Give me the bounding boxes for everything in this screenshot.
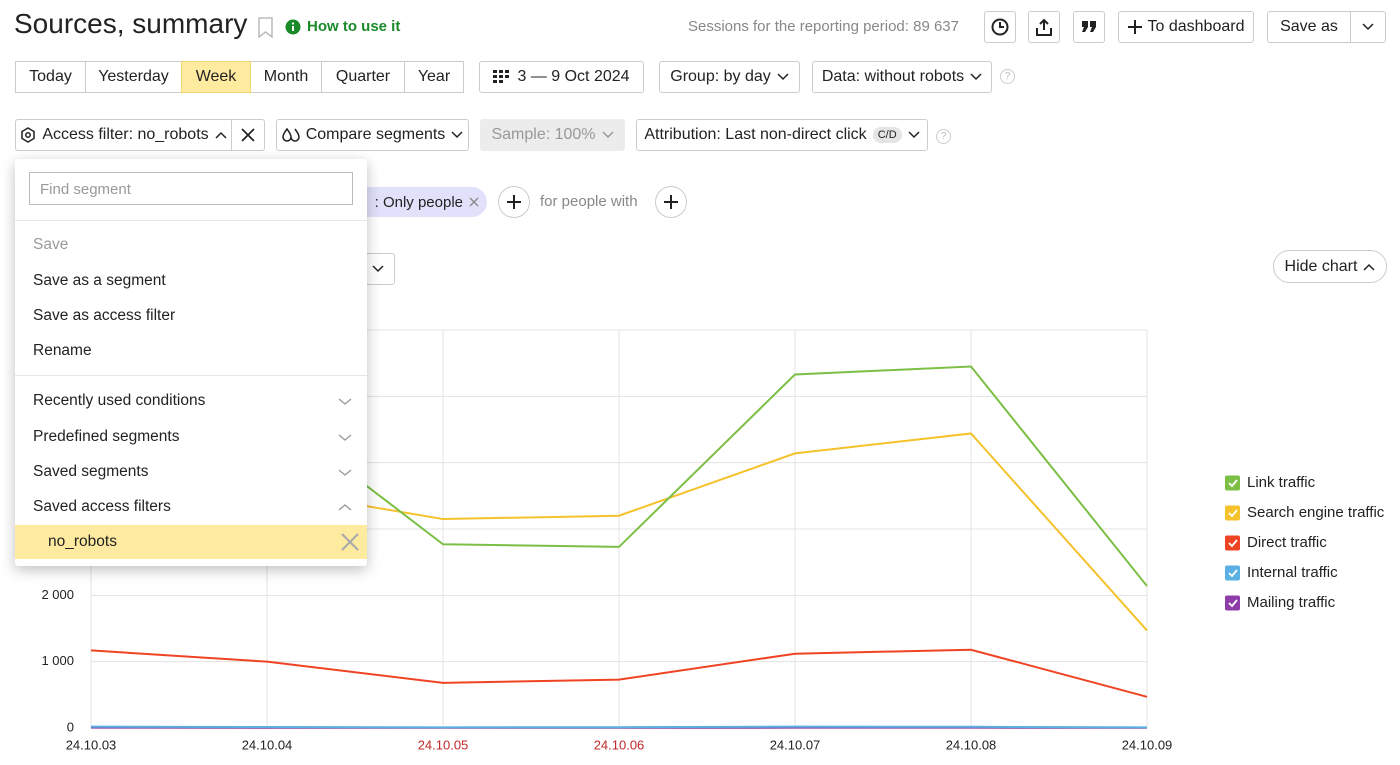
history-button[interactable] xyxy=(984,11,1016,43)
period-button[interactable]: Today xyxy=(15,61,86,93)
button-label: Save as xyxy=(1280,18,1338,35)
legend-swatch xyxy=(1225,475,1240,491)
legend-swatch xyxy=(1225,535,1240,551)
y-tick-label: 0 xyxy=(67,719,74,734)
legend-label: Search engine traffic xyxy=(1247,504,1385,521)
legend-label: Link traffic xyxy=(1247,474,1316,491)
menu-item[interactable]: Save as a segment xyxy=(33,272,166,289)
export-button[interactable] xyxy=(1028,11,1060,43)
add-condition-button[interactable] xyxy=(498,186,530,218)
button-label: To dashboard xyxy=(1147,18,1245,35)
sessions-count: Sessions for the reporting period: 89 63… xyxy=(687,18,959,35)
legend-swatch xyxy=(1225,565,1240,581)
y-tick-label: 2 000 xyxy=(41,587,74,602)
divider xyxy=(15,375,367,376)
compare-segments-button[interactable]: Compare segments xyxy=(276,119,469,151)
data-select[interactable]: Data: without robots xyxy=(812,61,992,93)
select-label: Group: by day xyxy=(670,68,771,85)
legend-check xyxy=(1228,479,1238,488)
date-range: 3 — 9 Oct 2024 xyxy=(517,68,630,85)
clear-filter-button[interactable] xyxy=(231,119,265,151)
chip-label: : Only people xyxy=(374,193,463,211)
menu-group[interactable]: Saved segments xyxy=(33,463,149,480)
period-button[interactable]: Year xyxy=(404,61,464,93)
attribution-select[interactable]: Attribution: Last non-direct click C/D xyxy=(636,119,928,151)
segment-dropdown: Find segment Save Save as a segment Save… xyxy=(15,159,367,566)
y-tick-label: 1 000 xyxy=(41,653,74,668)
sample-select[interactable]: Sample: 100% xyxy=(480,119,625,151)
menu-group[interactable]: Saved access filters xyxy=(33,498,171,515)
series-line xyxy=(90,725,1148,729)
group-select[interactable]: Group: by day xyxy=(659,61,800,93)
x-tick-label: 24.10.08 xyxy=(946,737,997,752)
save-menu-button[interactable] xyxy=(1350,11,1386,43)
menu-item[interactable]: Rename xyxy=(33,342,92,359)
active-item[interactable]: no_robots xyxy=(15,525,367,559)
help-icon[interactable]: ? xyxy=(936,129,951,144)
period-button[interactable]: Yesterday xyxy=(85,61,182,93)
item-label: no_robots xyxy=(48,533,117,550)
period-button[interactable]: Week xyxy=(181,61,251,93)
add-people-button[interactable] xyxy=(655,186,687,218)
search-input[interactable]: Find segment xyxy=(29,172,353,205)
legend-swatch xyxy=(1225,595,1240,611)
section-heading: Save xyxy=(33,236,69,253)
page-title: Sources, summary xyxy=(14,8,248,39)
save-as-button[interactable]: Save as xyxy=(1267,11,1351,43)
people-label: for people with xyxy=(540,193,638,210)
chevrons xyxy=(338,398,352,511)
x-tick-label: 24.10.09 xyxy=(1122,737,1173,752)
help-link[interactable]: How to use it xyxy=(307,18,401,35)
menu-group[interactable]: Predefined segments xyxy=(33,428,180,445)
select-label: Sample: 100% xyxy=(491,126,596,143)
period-button[interactable]: Month xyxy=(250,61,322,93)
dashboard-button[interactable]: To dashboard xyxy=(1118,11,1254,43)
divider xyxy=(15,220,367,221)
period-button[interactable]: Quarter xyxy=(321,61,405,93)
bookmark-icon[interactable] xyxy=(258,17,273,39)
info-icon xyxy=(285,19,301,35)
legend-label: Direct traffic xyxy=(1247,534,1327,551)
help-icon[interactable]: ? xyxy=(1000,69,1015,84)
x-tick-label: 24.10.07 xyxy=(770,737,821,752)
x-tick-label: 24.10.05 xyxy=(418,737,469,752)
x-tick-label: 24.10.03 xyxy=(66,737,117,752)
legend-label: Mailing traffic xyxy=(1247,594,1336,611)
series-line xyxy=(90,648,1148,698)
legend-check xyxy=(1228,569,1238,578)
button-label: Compare segments xyxy=(305,126,446,143)
filter-label: Access filter: no_robots xyxy=(42,126,209,143)
x-tick-label: 24.10.06 xyxy=(594,737,645,752)
legend-check xyxy=(1228,539,1238,548)
legend-swatch xyxy=(1225,505,1240,521)
menu-item[interactable]: Save as access filter xyxy=(33,307,176,324)
badge: C/D xyxy=(872,127,902,143)
date-picker[interactable]: 3 — 9 Oct 2024 xyxy=(479,61,644,93)
button-label: Hide chart xyxy=(1284,257,1358,275)
legend-check xyxy=(1228,509,1238,518)
legend-label: Internal traffic xyxy=(1247,564,1338,581)
menu-group[interactable]: Recently used conditions xyxy=(33,392,206,409)
feedback-button[interactable] xyxy=(1073,11,1105,43)
hide-chart-button[interactable]: Hide chart xyxy=(1273,250,1387,283)
select-label: Data: without robots xyxy=(821,68,965,85)
select-label: Attribution: Last non-direct click xyxy=(644,126,867,143)
legend-check xyxy=(1228,599,1238,608)
access-filter-button[interactable]: Access filter: no_robots xyxy=(15,119,232,151)
x-tick-label: 24.10.04 xyxy=(242,737,293,752)
